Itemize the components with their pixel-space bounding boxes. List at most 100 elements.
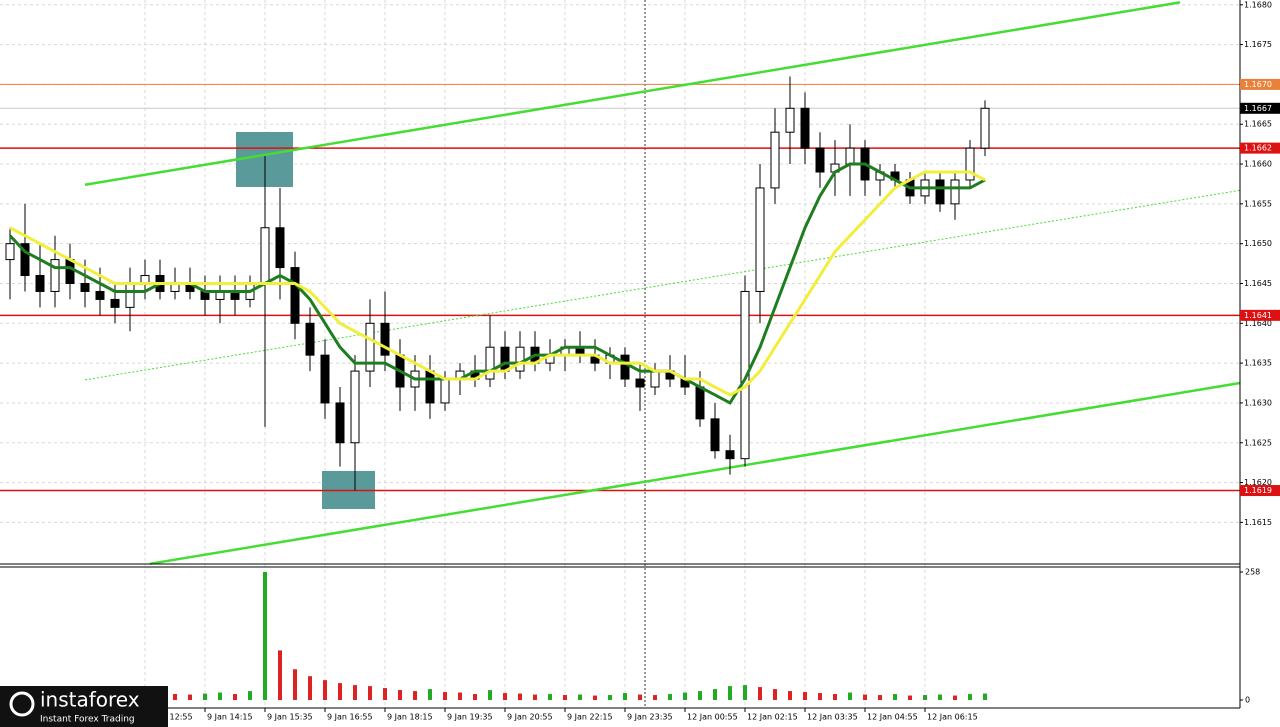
x-tick-label: 12 Jan 04:55: [867, 713, 918, 722]
logo-tagline: Instant Forex Trading: [40, 715, 135, 725]
level-label-box: [1240, 78, 1280, 90]
logo-box: [0, 686, 168, 727]
candle-body: [335, 402, 345, 444]
candle-body: [485, 346, 495, 380]
volume-bar: [833, 694, 837, 700]
candle-body: [800, 107, 810, 149]
volume-bar: [443, 692, 447, 700]
volume-bar: [803, 692, 807, 700]
volume-bar: [608, 695, 612, 700]
candle-body: [770, 131, 780, 189]
candle-body: [785, 107, 795, 133]
candle-body: [710, 418, 720, 452]
x-tick-label: 9 Jan 19:35: [447, 713, 493, 722]
volume-bar: [728, 686, 732, 700]
volume-tick-label: 258: [1245, 568, 1260, 577]
candle-body: [440, 378, 450, 404]
candle-body: [965, 147, 975, 181]
x-tick-label: 9 Jan 14:15: [207, 713, 253, 722]
volume-bar: [983, 693, 987, 700]
candle-body: [365, 322, 375, 372]
level-label-box: [1240, 142, 1280, 154]
candle-body: [950, 179, 960, 205]
volume-bar: [173, 694, 177, 700]
candle-body: [725, 450, 735, 460]
volume-bar: [203, 693, 207, 700]
volume-bar: [383, 688, 387, 700]
volume-bar: [923, 695, 927, 700]
candle-body: [380, 322, 390, 356]
x-tick-label: 9 Jan 18:15: [387, 713, 433, 722]
volume-bar: [758, 687, 762, 700]
volume-bar: [638, 694, 642, 700]
x-tick-label: 9 Jan 23:35: [627, 713, 673, 722]
level-label: 1.1662: [1244, 144, 1272, 153]
candle-body: [635, 378, 645, 388]
volume-bar: [218, 692, 222, 700]
candle-body: [620, 354, 630, 380]
volume-bar: [818, 693, 822, 700]
x-tick-label: 9 Jan 15:35: [267, 713, 313, 722]
candle-body: [275, 227, 285, 269]
volume-bar: [788, 691, 792, 700]
candle-body: [740, 290, 750, 460]
marks: [0, 1, 1241, 700]
volume-bar: [188, 694, 192, 700]
volume-bar: [878, 695, 882, 700]
candle-body: [305, 322, 315, 356]
volume-bar: [953, 695, 957, 700]
volume-bar: [398, 690, 402, 700]
candle-body: [65, 259, 75, 284]
volume-bar: [848, 692, 852, 700]
candle-body: [320, 354, 330, 404]
candle-body: [35, 275, 45, 292]
volume-bar: [938, 694, 942, 700]
candle-body: [650, 370, 660, 388]
volume-bar: [323, 680, 327, 700]
y-tick-label: 1.1655: [1244, 199, 1272, 208]
candle-body: [260, 227, 270, 284]
volume-bar: [488, 690, 492, 700]
level-label: 1.1619: [1244, 486, 1272, 495]
volume-bar: [713, 689, 717, 700]
y-tick-label: 1.1640: [1244, 319, 1272, 328]
volume-bar: [653, 695, 657, 700]
volume-bar: [533, 694, 537, 700]
volume-bar: [743, 685, 747, 700]
candle-body: [95, 290, 105, 300]
candle-body: [755, 187, 765, 292]
volume-bar: [428, 689, 432, 700]
volume-bar: [503, 693, 507, 700]
volume-bar: [908, 695, 912, 700]
volume-bar: [893, 694, 897, 700]
y-tick-label: 1.1625: [1244, 438, 1272, 447]
volume-bar: [968, 694, 972, 700]
y-tick-label: 1.1620: [1244, 478, 1272, 487]
trend-line: [84, 189, 1241, 381]
axis: 1.16151.16201.16251.16301.16351.16401.16…: [144, 0, 1280, 722]
x-tick-label: 9 Jan 22:15: [567, 713, 613, 722]
y-tick-label: 1.1660: [1244, 160, 1272, 169]
y-tick-label: 1.1665: [1244, 120, 1272, 129]
x-tick-label: 12 Jan 02:15: [747, 713, 798, 722]
volume-bar: [683, 692, 687, 700]
candle-body: [110, 298, 120, 308]
volume-bar: [668, 694, 672, 700]
level-label: 1.1641: [1244, 311, 1272, 320]
candle-body: [425, 370, 435, 404]
grid: [0, 0, 1240, 708]
candle-body: [980, 107, 990, 149]
candle-body: [500, 346, 510, 372]
candle-body: [695, 386, 705, 420]
volume-bar: [293, 669, 297, 700]
candle-body: [20, 243, 30, 277]
volume-bar: [458, 692, 462, 700]
y-tick-label: 1.1635: [1244, 359, 1272, 368]
volume-bar: [863, 694, 867, 700]
volume-tick-label: 0: [1245, 696, 1250, 705]
y-tick-label: 1.1645: [1244, 279, 1272, 288]
trend-line: [149, 381, 1241, 566]
candle-body: [845, 147, 855, 165]
candle-body: [290, 267, 300, 324]
logo-icon: [9, 691, 35, 717]
